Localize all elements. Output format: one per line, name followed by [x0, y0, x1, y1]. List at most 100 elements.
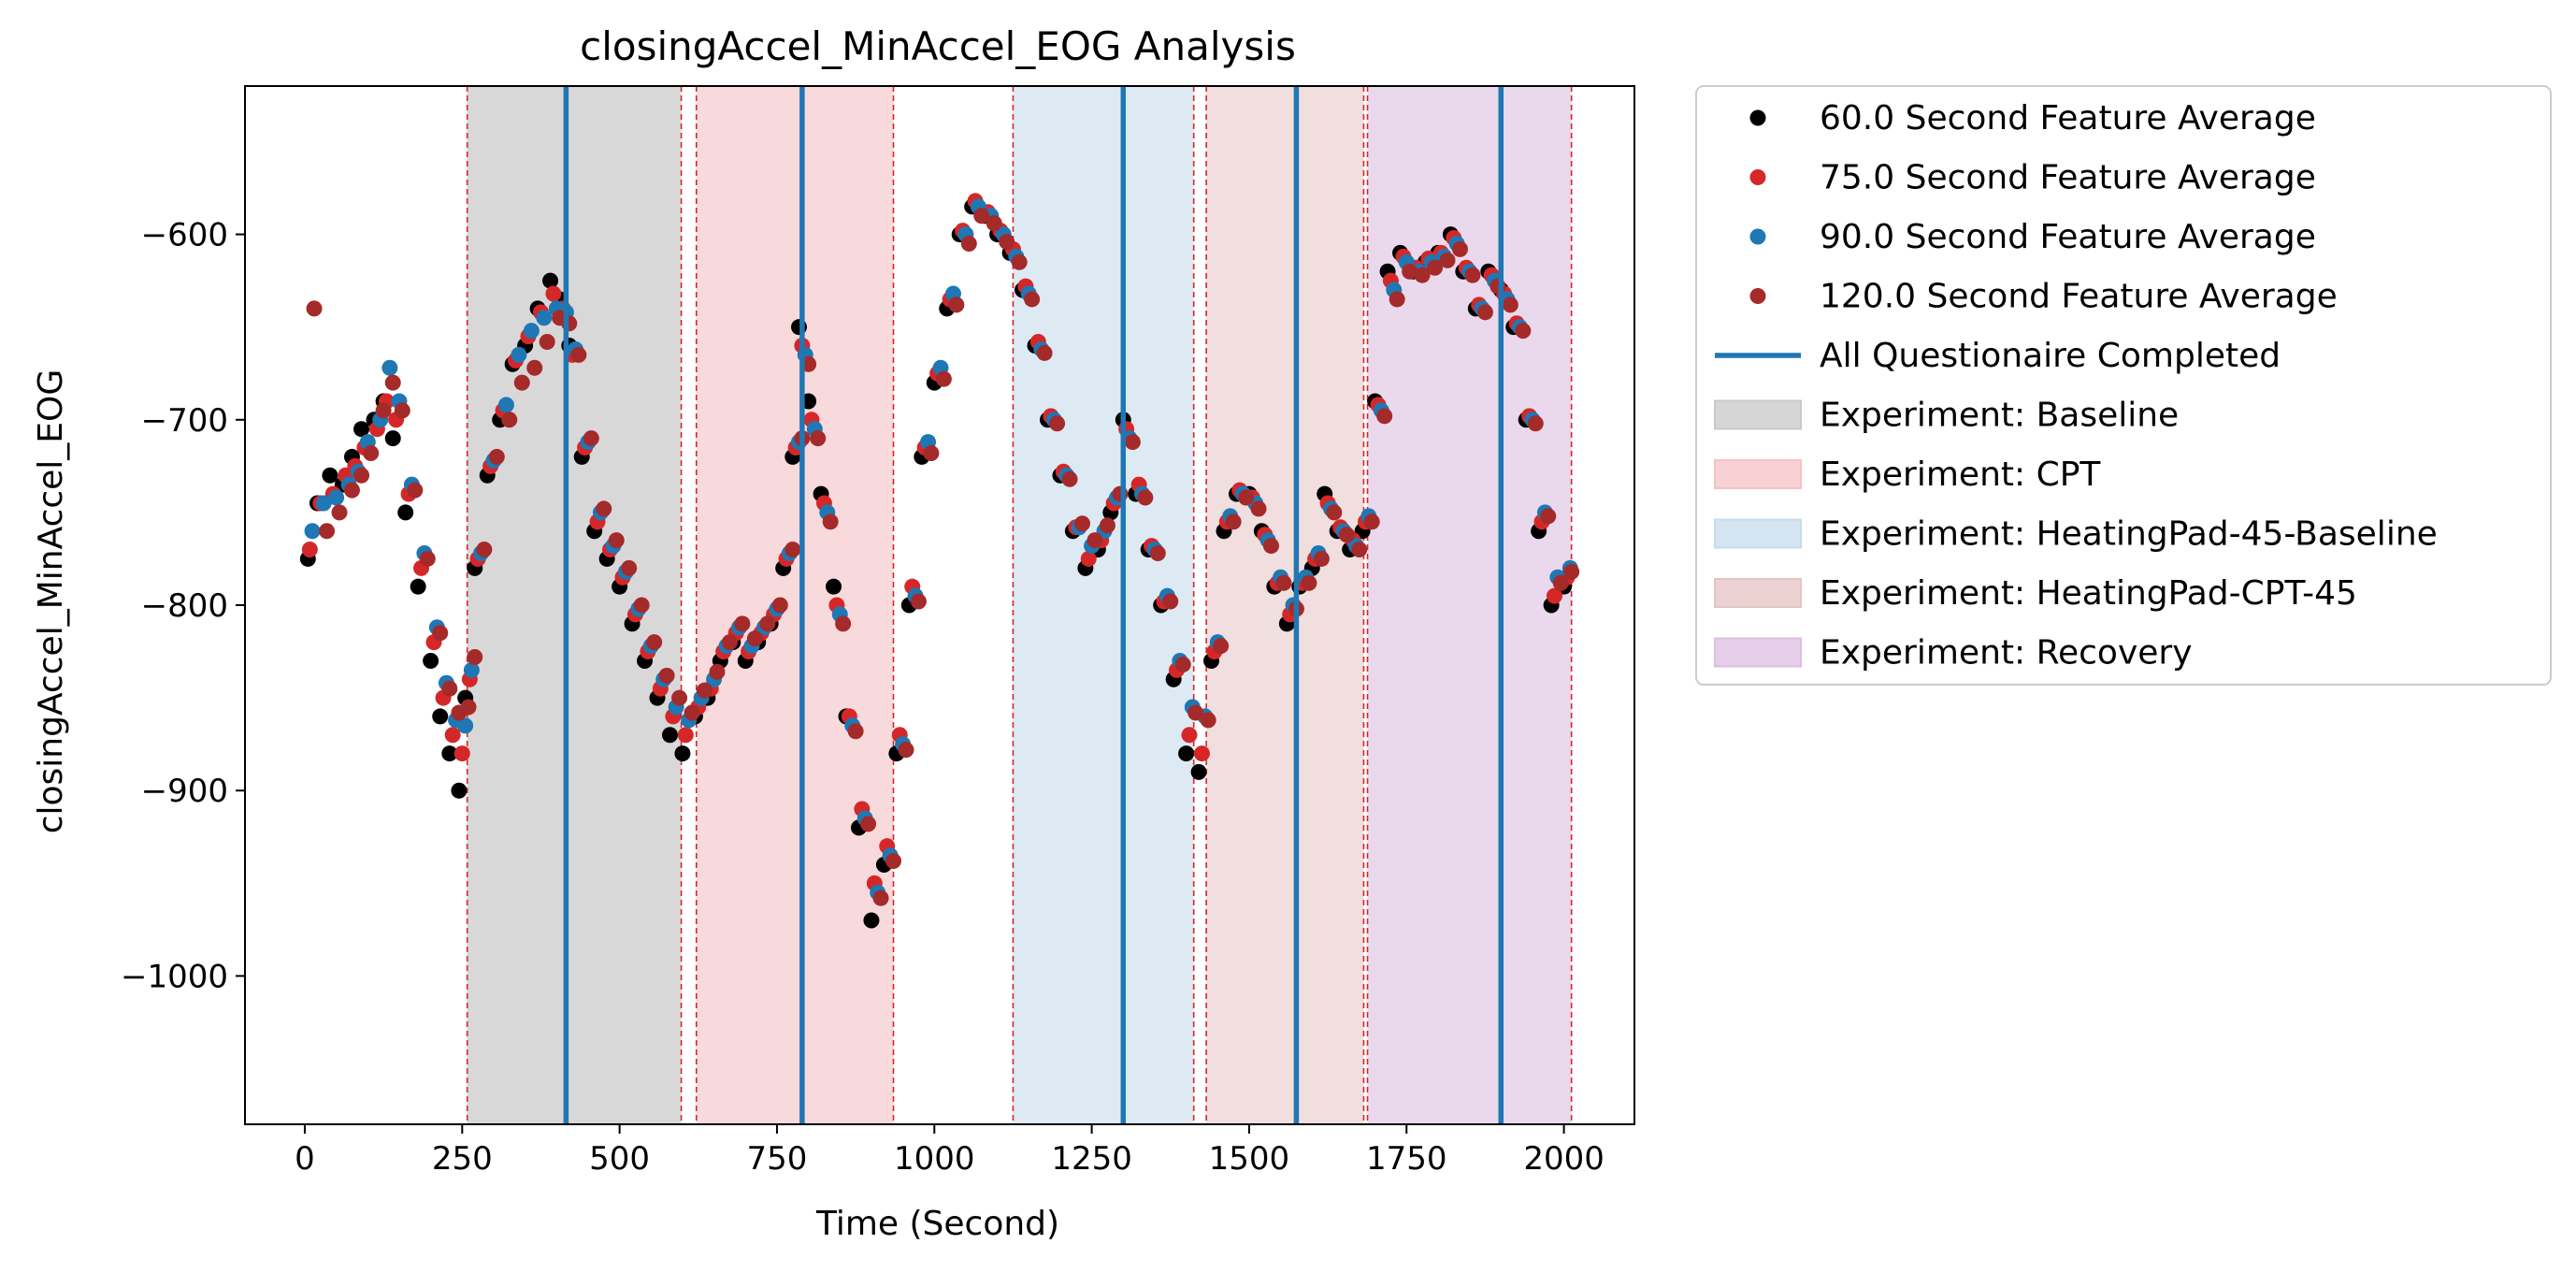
data-point: [759, 615, 776, 632]
data-point: [1225, 514, 1242, 530]
data-point: [608, 532, 625, 549]
y-tick-label: −900: [141, 773, 228, 810]
legend-marker: [1714, 399, 1802, 430]
data-point: [1099, 517, 1115, 534]
data-point: [835, 615, 852, 632]
data-point: [1074, 515, 1091, 532]
data-point: [488, 448, 505, 465]
data-point: [375, 402, 392, 419]
data-point: [467, 649, 483, 665]
data-point: [1137, 489, 1154, 506]
data-point: [935, 370, 952, 387]
data-point: [1502, 297, 1518, 313]
data-point: [746, 630, 763, 647]
data-point: [536, 310, 553, 326]
data-point: [328, 489, 345, 506]
data-point: [885, 853, 902, 870]
data-point: [1190, 763, 1207, 780]
data-point: [523, 323, 540, 340]
data-point: [432, 625, 449, 642]
data-point: [306, 300, 323, 317]
data-point: [315, 495, 332, 512]
data-point: [1552, 574, 1569, 591]
data-point: [331, 504, 348, 521]
legend-label: Experiment: Baseline: [1820, 397, 2179, 435]
data-point: [847, 723, 864, 740]
data-point: [384, 430, 401, 447]
data-point: [1563, 563, 1580, 580]
data-point: [583, 430, 599, 447]
legend-label: Experiment: HeatingPad-45-Baseline: [1820, 515, 2438, 554]
data-point: [451, 782, 468, 799]
data-point: [1546, 587, 1562, 604]
data-point: [677, 727, 694, 744]
data-point: [734, 615, 751, 632]
x-tick-label: 250: [432, 1140, 493, 1178]
legend-item: All Questionaire Completed: [1715, 337, 2281, 375]
data-point: [1540, 508, 1557, 525]
data-point: [621, 559, 638, 576]
data-point: [453, 745, 470, 762]
legend-marker: [1714, 518, 1802, 549]
data-point: [910, 593, 927, 610]
y-tick-label: −1000: [121, 958, 228, 995]
data-point: [860, 816, 877, 832]
data-point: [721, 634, 738, 651]
data-point: [898, 742, 914, 759]
x-tick-label: 1000: [894, 1140, 975, 1178]
data-point: [1024, 291, 1041, 308]
data-point: [1351, 542, 1368, 558]
data-point: [1262, 538, 1279, 555]
legend-label: Experiment: CPT: [1820, 456, 2101, 494]
legend-label: All Questionaire Completed: [1820, 337, 2281, 375]
data-point: [948, 297, 965, 313]
legend-item: Experiment: HeatingPad-45-Baseline: [1714, 515, 2438, 554]
data-point: [771, 597, 788, 614]
data-point: [501, 412, 518, 428]
data-point: [1193, 745, 1210, 762]
data-point: [1376, 408, 1393, 425]
data-point: [986, 215, 1002, 232]
legend-box: [1695, 85, 2552, 686]
data-point: [542, 272, 559, 289]
data-point: [322, 467, 338, 484]
data-point: [423, 652, 439, 669]
data-point: [441, 745, 458, 762]
data-point: [513, 374, 530, 391]
legend-item: Experiment: Recovery: [1714, 634, 2193, 673]
data-point: [697, 682, 713, 699]
data-point: [1313, 550, 1330, 567]
data-point: [1451, 240, 1468, 257]
data-point: [822, 514, 839, 530]
x-tick-label: 500: [589, 1140, 650, 1178]
data-point: [784, 542, 801, 558]
data-point: [1439, 252, 1456, 268]
y-tick-label: −600: [141, 217, 228, 254]
legend-label: 60.0 Second Feature Average: [1820, 99, 2316, 137]
data-point: [463, 661, 480, 678]
data-point: [1011, 253, 1028, 270]
data-point: [381, 359, 398, 376]
data-point: [684, 704, 700, 721]
data-point: [304, 523, 321, 540]
data-point: [674, 745, 691, 762]
data-point: [1200, 712, 1216, 729]
data-point: [444, 727, 461, 744]
legend-marker: [1749, 288, 1766, 304]
data-point: [633, 597, 650, 614]
data-point: [407, 482, 424, 499]
x-tick-label: 1500: [1209, 1140, 1290, 1178]
data-point: [658, 667, 675, 684]
data-point: [1149, 545, 1166, 561]
data-point: [397, 504, 414, 521]
region-4: [1367, 86, 1572, 1124]
data-point: [526, 359, 543, 376]
data-point: [1213, 638, 1230, 655]
data-point: [539, 334, 555, 351]
data-point: [923, 444, 940, 461]
data-point: [1527, 415, 1544, 432]
legend-marker: [1749, 109, 1766, 126]
data-point: [709, 663, 726, 680]
data-point: [343, 482, 360, 499]
legend-marker: [1714, 578, 1802, 608]
